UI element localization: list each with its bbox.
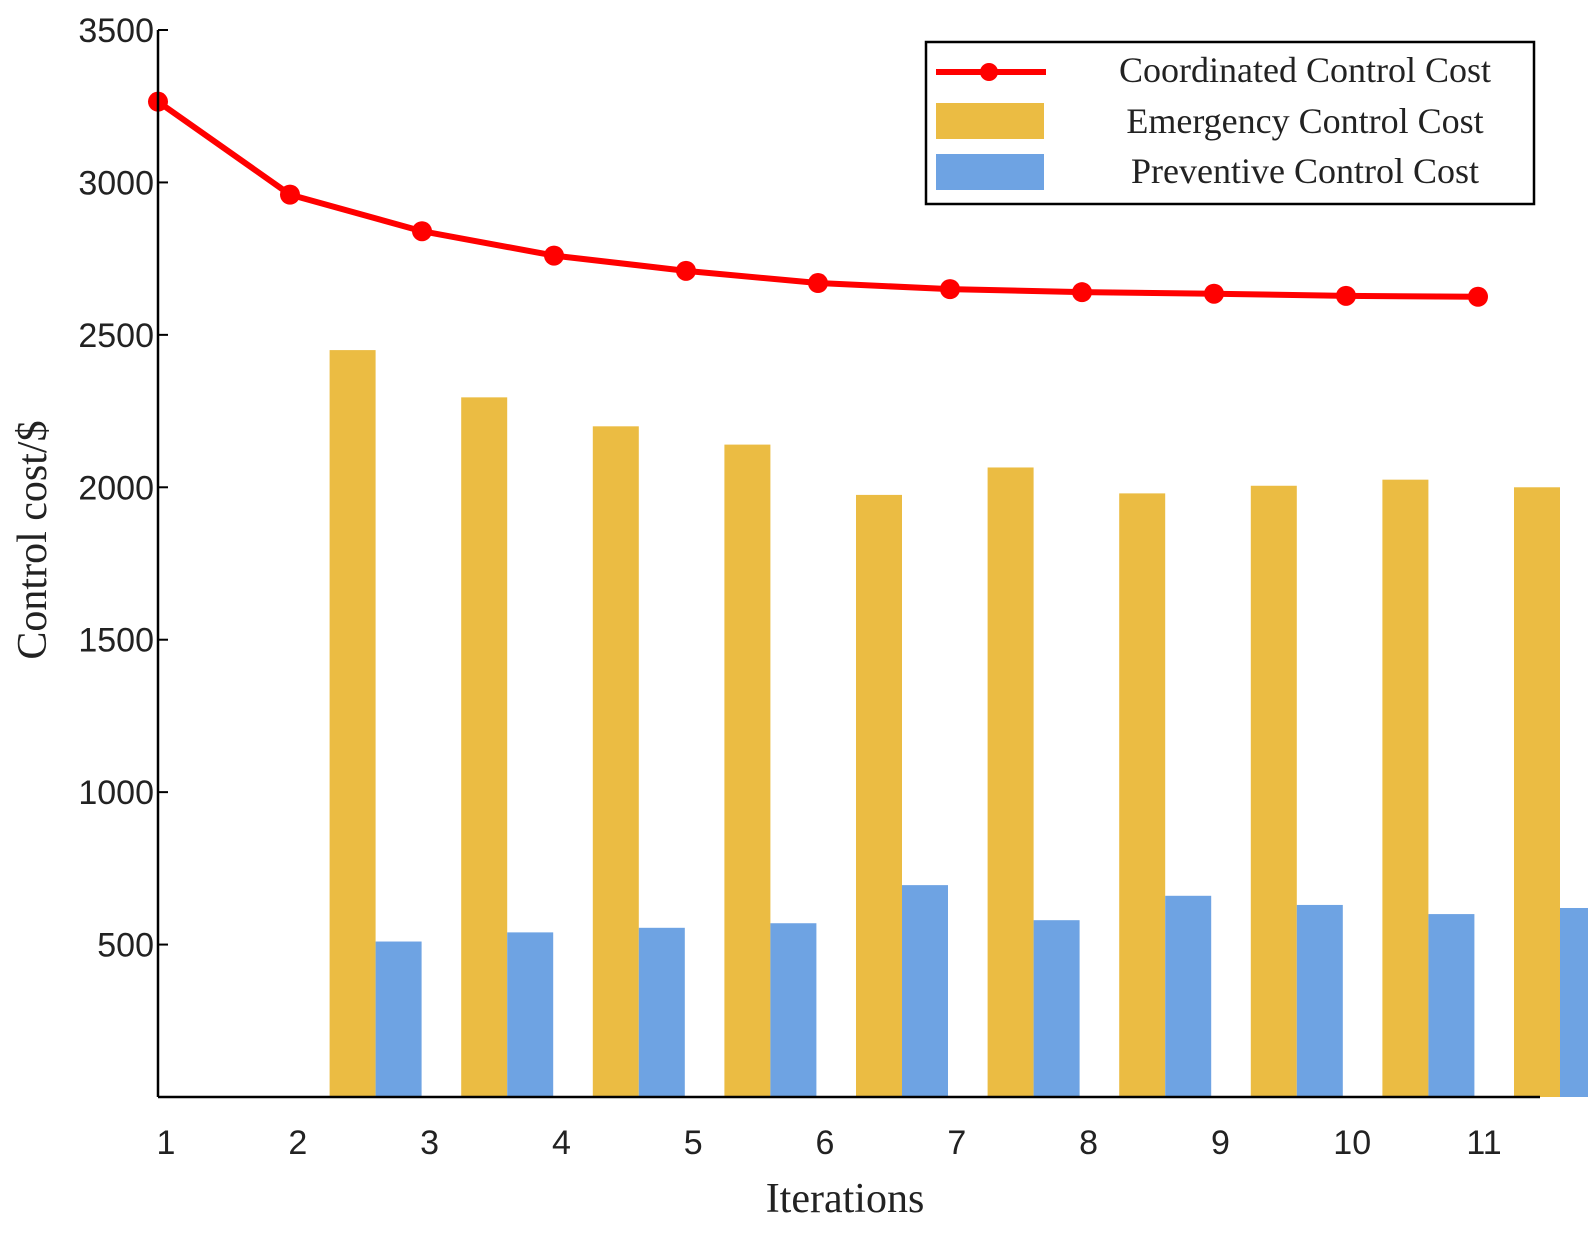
y-axis-title: Control cost/$ — [10, 420, 56, 659]
bar-emergency-11 — [1514, 487, 1560, 1097]
point-coordinated-4 — [544, 245, 564, 266]
x-tick-label-1: 1 — [157, 1124, 176, 1162]
point-coordinated-6 — [808, 273, 828, 294]
y-tick-label-1500: 1500 — [78, 622, 154, 660]
legend-swatch-emergency — [936, 103, 1044, 139]
bar-preventive-10 — [1428, 914, 1475, 1097]
y-tick-label-3000: 3000 — [78, 164, 154, 202]
bar-emergency-5 — [724, 444, 771, 1097]
x-tick-label-10: 10 — [1333, 1124, 1371, 1162]
y-ticks: 500 1000 1500 2000 2500 3000 3500 — [78, 12, 168, 965]
y-tick-label-500: 500 — [97, 927, 154, 965]
bar-emergency-3 — [461, 397, 508, 1097]
y-tick-label-2000: 2000 — [78, 469, 154, 507]
bar-preventive-3 — [507, 932, 554, 1097]
legend-label-preventive: Preventive Control Cost — [1131, 151, 1479, 191]
point-coordinated-10 — [1336, 285, 1356, 306]
x-tick-label-9: 9 — [1211, 1124, 1230, 1162]
bar-emergency-10 — [1382, 479, 1429, 1097]
legend: Coordinated Control Cost Emergency Contr… — [924, 40, 1536, 206]
legend-label-emergency: Emergency Control Cost — [1126, 101, 1483, 141]
y-tick-label-2500: 2500 — [78, 317, 154, 355]
bar-emergency-4 — [592, 426, 639, 1097]
bar-preventive-2 — [375, 941, 422, 1097]
bar-preventive-11 — [1560, 907, 1588, 1097]
x-tick-label-11: 11 — [1466, 1124, 1501, 1162]
x-axis-title: Iterations — [766, 1176, 925, 1222]
point-coordinated-5 — [676, 260, 696, 281]
x-tick-label-6: 6 — [816, 1124, 835, 1162]
bar-preventive-4 — [638, 927, 685, 1097]
bar-preventive-8 — [1165, 895, 1212, 1097]
line-layer — [148, 91, 1488, 307]
axes-layer — [156, 30, 1540, 1099]
x-tick-label-4: 4 — [552, 1124, 571, 1162]
point-coordinated-9 — [1204, 283, 1224, 304]
y-tick-label-3500: 3500 — [78, 12, 154, 50]
legend-swatch-marker — [980, 63, 998, 81]
x-tick-label-7: 7 — [947, 1124, 966, 1162]
point-coordinated-11 — [1468, 286, 1488, 307]
legend-swatch-preventive — [936, 154, 1044, 190]
x-tick-label-5: 5 — [684, 1124, 703, 1162]
point-coordinated-8 — [1072, 282, 1092, 303]
bar-emergency-8 — [1119, 493, 1166, 1098]
x-tick-label-2: 2 — [288, 1124, 307, 1162]
point-coordinated-7 — [940, 279, 960, 300]
x-ticks: 1 2 3 4 5 6 7 8 9 10 11 — [157, 1124, 1502, 1162]
point-coordinated-2 — [280, 184, 300, 205]
bar-preventive-7 — [1033, 920, 1080, 1097]
bar-preventive-6 — [902, 885, 948, 1097]
bars-layer — [329, 350, 1588, 1098]
bar-emergency-7 — [987, 467, 1034, 1098]
bar-emergency-9 — [1250, 485, 1297, 1097]
bar-preventive-9 — [1296, 904, 1343, 1097]
bar-emergency-2 — [329, 350, 376, 1098]
bar-emergency-6 — [856, 494, 902, 1098]
bar-preventive-5 — [770, 923, 817, 1097]
legend-label-coordinated: Coordinated Control Cost — [1119, 50, 1491, 90]
x-tick-label-8: 8 — [1079, 1124, 1098, 1162]
point-coordinated-3 — [412, 221, 432, 242]
y-tick-label-1000: 1000 — [78, 774, 154, 812]
x-tick-label-3: 3 — [420, 1124, 439, 1162]
